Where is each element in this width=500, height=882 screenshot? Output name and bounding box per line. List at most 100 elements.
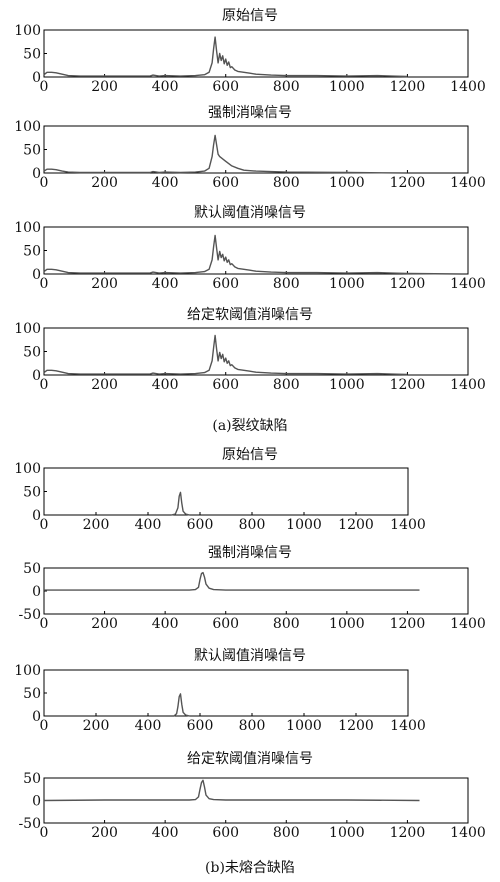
y-tick-label: 0 — [32, 584, 41, 600]
subplot-title: 原始信号 — [222, 8, 278, 24]
signal-line-1 — [166, 693, 190, 717]
x-tick-label: 600 — [212, 175, 239, 191]
subplot-2: 强制消噪信号 0 200 400 600 800 1000 1200 1400 0 50 100 — [14, 105, 486, 191]
x-tick-label: 400 — [152, 825, 179, 841]
y-tick-label: 100 — [14, 23, 41, 39]
subplot-title: 原始信号 — [222, 447, 278, 463]
plot-frame — [43, 226, 469, 275]
x-tick-label: 400 — [135, 517, 162, 533]
x-tick-label: 200 — [91, 276, 118, 292]
x-tick-label: 1000 — [329, 276, 365, 292]
y-tick-label: 50 — [23, 771, 41, 787]
x-tick-label: 400 — [152, 377, 179, 393]
signal-line-1 — [43, 779, 420, 802]
x-tick-label: 400 — [152, 79, 179, 95]
subplot-5: 原始信号 0 200 400 600 800 1000 1200 1400 0 50 100 — [14, 447, 426, 533]
y-tick-label: 100 — [14, 663, 41, 679]
plot-frame — [43, 467, 409, 516]
y-tick-label: 50 — [23, 47, 41, 63]
y-tick-label: 50 — [23, 485, 41, 501]
subplot-title: 默认阈值消噪信号 — [194, 648, 306, 664]
y-tick-label: 0 — [32, 709, 41, 725]
figure-caption: (a)裂纹缺陷 — [212, 418, 287, 434]
x-tick-label: 600 — [212, 276, 239, 292]
x-tick-label: 1000 — [329, 377, 365, 393]
x-tick-label: 200 — [91, 79, 118, 95]
subplot-title: 默认阈值消噪信号 — [194, 205, 306, 221]
x-tick-label: 1200 — [390, 175, 426, 191]
plot-frame — [43, 327, 469, 376]
x-tick-label: 0 — [40, 718, 49, 734]
x-tick-label: 800 — [273, 175, 300, 191]
subplot-1: 原始信号 0 200 400 600 800 1000 1200 1400 0 50 100 — [14, 8, 486, 95]
x-tick-label: 200 — [91, 616, 118, 632]
x-tick-label: 800 — [239, 718, 266, 734]
x-tick-label: 600 — [212, 825, 239, 841]
x-tick-label: 1000 — [286, 517, 322, 533]
x-tick-label: 800 — [273, 276, 300, 292]
subplot-title: 强制消噪信号 — [208, 545, 292, 561]
x-tick-label: 0 — [40, 175, 49, 191]
x-tick-label: 1000 — [329, 825, 365, 841]
x-tick-label: 1000 — [329, 79, 365, 95]
x-tick-label: 400 — [152, 616, 179, 632]
signal-line-1 — [43, 134, 408, 174]
x-tick-label: 400 — [152, 175, 179, 191]
plot-frame — [43, 669, 409, 717]
y-tick-label: 0 — [32, 508, 41, 524]
signal-line-1 — [44, 571, 420, 591]
x-tick-label: 1200 — [390, 79, 426, 95]
y-tick-label: 50 — [23, 244, 41, 260]
x-tick-label: 400 — [135, 718, 162, 734]
x-tick-label: 400 — [152, 276, 179, 292]
x-tick-label: 0 — [40, 616, 49, 632]
x-tick-label: 1200 — [390, 825, 426, 841]
x-tick-label: 800 — [273, 79, 300, 95]
x-tick-label: 1400 — [450, 377, 486, 393]
y-tick-label: 0 — [32, 267, 41, 283]
y-tick-label: 100 — [14, 220, 41, 236]
subplot-title: 给定软阈值消噪信号 — [187, 307, 313, 323]
y-tick-label: 50 — [23, 686, 41, 702]
x-tick-label: 200 — [83, 517, 110, 533]
x-tick-label: 600 — [212, 616, 239, 632]
y-tick-label: 50 — [23, 143, 41, 159]
plot-frame — [43, 29, 469, 78]
subplot-4: 给定软阈值消噪信号 0 200 400 600 800 1000 1200 1400 0 50 100 — [14, 307, 486, 393]
x-tick-label: 600 — [187, 718, 214, 734]
y-tick-label: 50 — [23, 561, 41, 577]
y-tick-label: 100 — [14, 461, 41, 477]
x-tick-label: 800 — [273, 825, 300, 841]
signal-line-1 — [171, 491, 190, 516]
x-tick-label: 1000 — [286, 718, 322, 734]
x-tick-label: 1400 — [450, 276, 486, 292]
y-tick-label: 100 — [14, 321, 41, 337]
x-tick-label: 1400 — [450, 616, 486, 632]
signal-line-1 — [43, 36, 408, 78]
y-tick-label: -50 — [18, 607, 41, 623]
x-tick-label: 200 — [91, 175, 118, 191]
x-tick-label: 1400 — [450, 175, 486, 191]
y-tick-label: 50 — [23, 345, 41, 361]
signal-line-1 — [43, 334, 408, 376]
y-tick-label: -50 — [18, 816, 41, 832]
x-tick-label: 0 — [40, 79, 49, 95]
figure-caption: (b)未熔合缺陷 — [205, 860, 295, 876]
x-tick-label: 1000 — [329, 616, 365, 632]
y-tick-label: 0 — [32, 794, 41, 810]
x-tick-label: 200 — [91, 377, 118, 393]
x-tick-label: 1200 — [338, 718, 374, 734]
x-tick-label: 0 — [40, 276, 49, 292]
x-tick-label: 800 — [239, 517, 266, 533]
signal-line-1 — [43, 234, 462, 275]
x-tick-label: 1200 — [390, 276, 426, 292]
x-tick-label: 1000 — [329, 175, 365, 191]
subplot-title: 强制消噪信号 — [208, 105, 292, 121]
x-tick-label: 600 — [212, 79, 239, 95]
x-tick-label: 800 — [273, 616, 300, 632]
x-tick-label: 600 — [187, 517, 214, 533]
x-tick-label: 800 — [273, 377, 300, 393]
y-tick-label: 0 — [32, 368, 41, 384]
